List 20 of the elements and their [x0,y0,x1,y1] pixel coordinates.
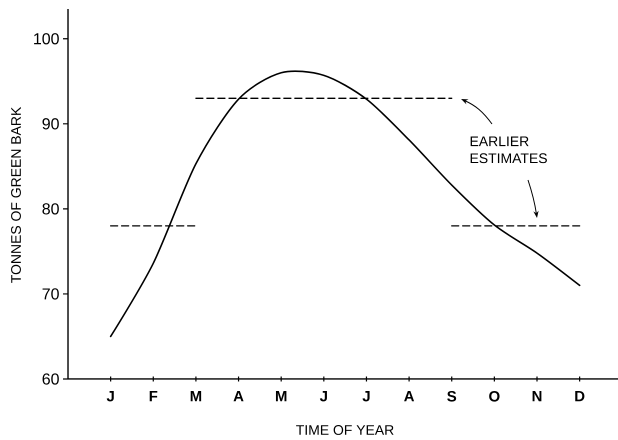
y-tick-label: 80 [42,203,59,215]
x-tick-label: F [150,391,158,402]
x-tick-label: A [234,391,244,402]
x-tick-label: M [190,391,202,402]
y-tick-label: 70 [42,288,59,300]
x-axis-title: TIME OF YEAR [296,425,394,435]
y-tick-label: 90 [42,118,59,130]
annotation: EARLIER ESTIMATES [470,136,547,164]
x-tick-label: M [276,391,286,402]
y-axis-title: TONNES OF GREEN BARK [11,106,21,283]
x-tick-label: J [362,391,370,402]
x-tick-label: S [447,391,456,402]
y-tick-label: 60 [42,373,59,385]
x-tick-label: N [532,391,542,402]
x-tick-label: J [106,391,114,402]
x-tick-label: D [575,391,584,402]
x-tick-label: J [320,391,327,402]
y-tick-label: 100 [34,33,59,44]
x-tick-label: A [404,391,414,402]
x-tick-label: O [489,391,500,402]
